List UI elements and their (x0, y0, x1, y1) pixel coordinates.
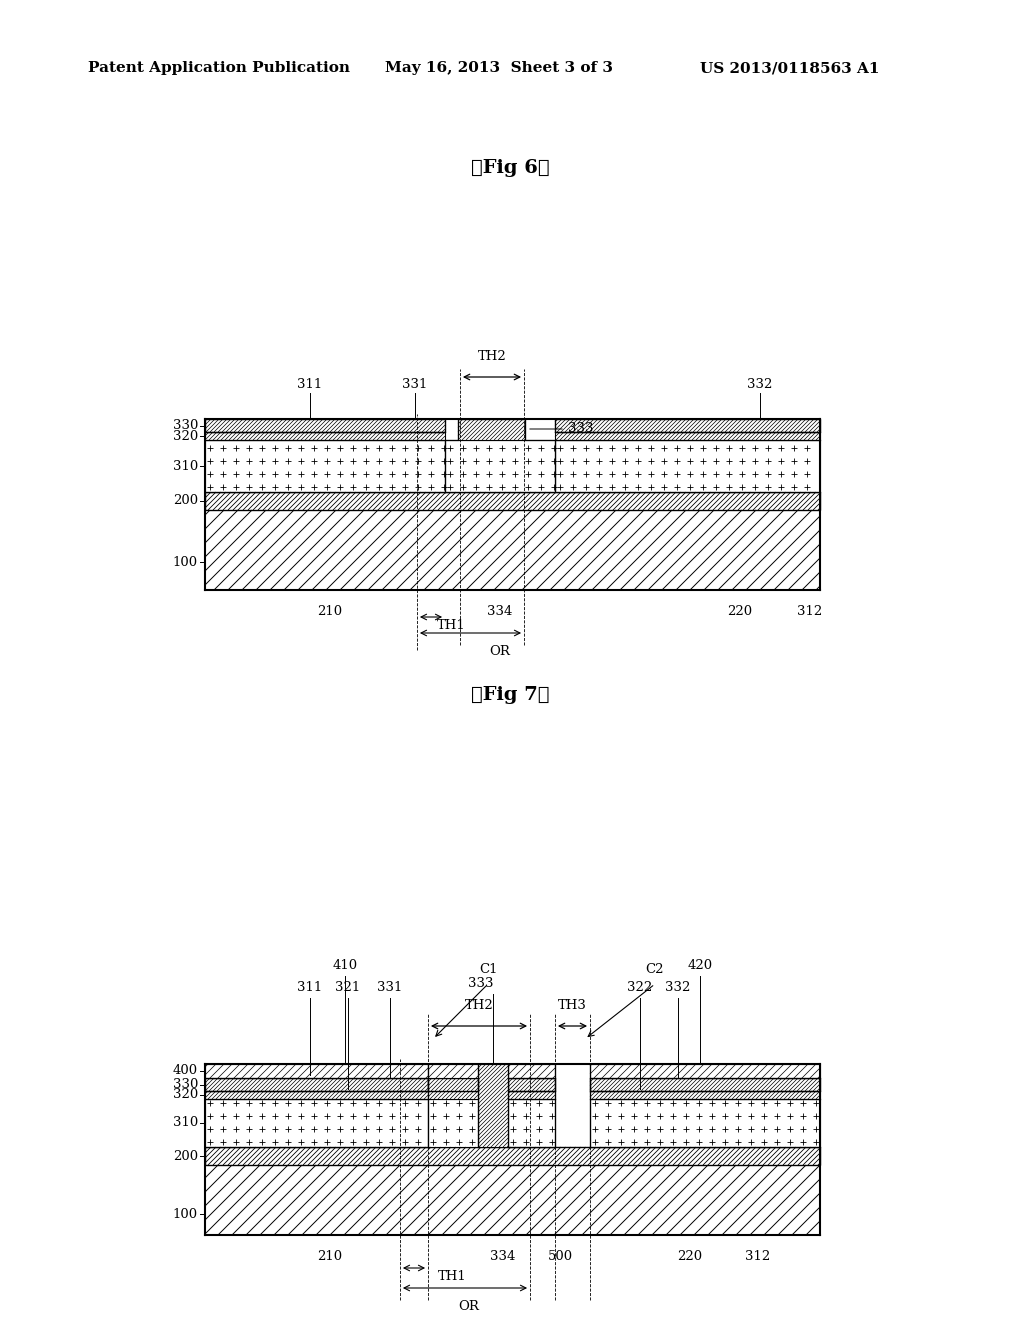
Text: TH1: TH1 (436, 619, 465, 632)
Bar (508, 1100, 555, 1147)
Text: 400: 400 (173, 1064, 198, 1077)
Text: OR: OR (459, 1300, 479, 1313)
Bar (555, 418, 820, 432)
Text: 311: 311 (297, 378, 323, 391)
Bar (590, 1092, 820, 1100)
Text: 100: 100 (173, 1208, 198, 1221)
Bar (205, 510, 820, 590)
Bar (508, 1078, 555, 1092)
Text: 210: 210 (317, 1250, 343, 1263)
Text: 330: 330 (173, 1078, 198, 1092)
Bar (205, 432, 445, 440)
Bar (590, 1100, 820, 1147)
Text: 312: 312 (798, 605, 822, 618)
Text: 【Fig 7】: 【Fig 7】 (471, 686, 549, 704)
Text: 331: 331 (402, 378, 428, 391)
Text: 320: 320 (173, 1089, 198, 1101)
Bar (205, 1147, 820, 1166)
Text: 322: 322 (628, 981, 652, 994)
Text: 331: 331 (377, 981, 402, 994)
Bar (445, 440, 555, 492)
Text: 【Fig 6】: 【Fig 6】 (471, 158, 549, 177)
Text: 200: 200 (173, 1150, 198, 1163)
Bar (205, 1166, 820, 1236)
Text: 330: 330 (173, 418, 198, 432)
Text: 210: 210 (317, 605, 343, 618)
Bar (205, 492, 820, 510)
Bar (205, 1064, 428, 1078)
Bar (205, 418, 445, 432)
Text: 100: 100 (173, 556, 198, 569)
Bar (428, 1100, 478, 1147)
Text: Patent Application Publication: Patent Application Publication (88, 61, 350, 75)
Bar (205, 1092, 428, 1100)
Text: 332: 332 (666, 981, 690, 994)
Text: 500: 500 (548, 1250, 572, 1263)
Text: TH1: TH1 (437, 1270, 466, 1283)
Text: 200: 200 (173, 495, 198, 507)
Bar (590, 1078, 820, 1092)
Text: 334: 334 (490, 1250, 516, 1263)
Text: TH2: TH2 (477, 350, 507, 363)
Text: 334: 334 (487, 605, 513, 618)
Bar (458, 418, 525, 440)
Bar (478, 1064, 508, 1147)
Text: 321: 321 (336, 981, 360, 994)
Text: TH3: TH3 (558, 999, 587, 1012)
Bar (508, 1064, 555, 1078)
Bar (428, 1092, 478, 1100)
Text: TH2: TH2 (465, 999, 494, 1012)
Text: 311: 311 (297, 981, 323, 994)
Text: May 16, 2013  Sheet 3 of 3: May 16, 2013 Sheet 3 of 3 (385, 61, 613, 75)
Bar (205, 1078, 428, 1092)
Text: 310: 310 (173, 459, 198, 473)
Text: 320: 320 (173, 429, 198, 442)
Text: 310: 310 (173, 1117, 198, 1130)
Text: C1: C1 (479, 964, 498, 975)
Bar (205, 1100, 428, 1147)
Text: 420: 420 (687, 960, 713, 972)
Text: 410: 410 (333, 960, 357, 972)
Bar (555, 440, 820, 492)
Bar (508, 1092, 555, 1100)
Bar (428, 1064, 478, 1078)
Bar (205, 440, 445, 492)
Bar (428, 1078, 478, 1092)
Text: 332: 332 (748, 378, 773, 391)
Text: 220: 220 (678, 1250, 702, 1263)
Text: OR: OR (489, 645, 510, 657)
Bar (555, 432, 820, 440)
Text: 220: 220 (727, 605, 753, 618)
Bar (590, 1064, 820, 1078)
Text: US 2013/0118563 A1: US 2013/0118563 A1 (700, 61, 880, 75)
Text: 333: 333 (468, 977, 494, 990)
Text: C2: C2 (646, 964, 665, 975)
Text: 333: 333 (568, 422, 594, 436)
Text: 312: 312 (745, 1250, 771, 1263)
